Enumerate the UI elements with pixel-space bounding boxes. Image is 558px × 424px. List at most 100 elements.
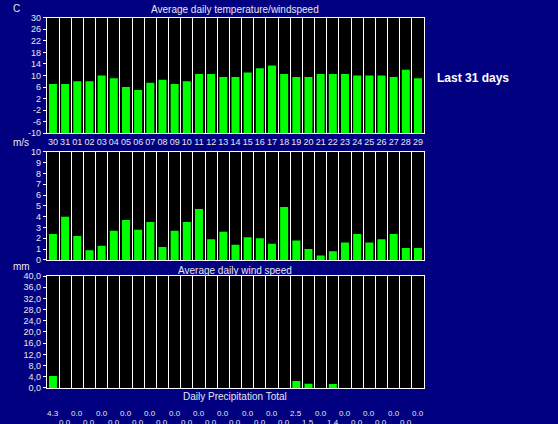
svg-text:26: 26 xyxy=(376,137,386,147)
svg-text:0.0: 0.0 xyxy=(169,409,181,418)
svg-text:8: 8 xyxy=(36,169,41,179)
svg-text:0.0: 0.0 xyxy=(205,418,217,424)
svg-text:20,0: 20,0 xyxy=(24,327,42,337)
svg-text:0.0: 0.0 xyxy=(83,418,95,424)
svg-text:5: 5 xyxy=(36,201,41,211)
svg-text:24,0: 24,0 xyxy=(24,316,42,326)
svg-text:05: 05 xyxy=(121,137,131,147)
svg-text:2: 2 xyxy=(36,94,41,104)
svg-text:0.0: 0.0 xyxy=(120,409,132,418)
svg-text:C: C xyxy=(13,3,20,14)
svg-text:6: 6 xyxy=(36,190,41,200)
svg-text:04: 04 xyxy=(109,137,119,147)
svg-text:29: 29 xyxy=(413,137,423,147)
svg-text:28: 28 xyxy=(401,137,411,147)
svg-text:0.0: 0.0 xyxy=(315,409,327,418)
svg-text:22: 22 xyxy=(31,36,41,46)
svg-text:Average daily wind speed: Average daily wind speed xyxy=(178,265,292,276)
svg-text:12: 12 xyxy=(206,137,216,147)
svg-text:0,0: 0,0 xyxy=(29,383,42,393)
svg-text:0: 0 xyxy=(36,255,41,265)
svg-text:0.0: 0.0 xyxy=(375,418,387,424)
svg-text:10: 10 xyxy=(31,71,41,81)
svg-text:0.0: 0.0 xyxy=(339,409,351,418)
svg-text:0.0: 0.0 xyxy=(254,418,266,424)
svg-text:02: 02 xyxy=(84,137,94,147)
svg-text:m/s: m/s xyxy=(13,137,29,148)
svg-text:0.0: 0.0 xyxy=(144,409,156,418)
svg-text:0.0: 0.0 xyxy=(193,409,205,418)
svg-text:4: 4 xyxy=(36,212,41,222)
svg-text:0.0: 0.0 xyxy=(363,409,375,418)
svg-text:24: 24 xyxy=(352,137,362,147)
svg-text:Last 31 days: Last 31 days xyxy=(437,71,509,85)
svg-text:7: 7 xyxy=(36,179,41,189)
svg-text:1.5: 1.5 xyxy=(302,418,314,424)
svg-text:18: 18 xyxy=(279,137,289,147)
svg-text:28,0: 28,0 xyxy=(24,305,42,315)
svg-text:1: 1 xyxy=(36,244,41,254)
svg-text:0.0: 0.0 xyxy=(412,409,424,418)
svg-text:08: 08 xyxy=(157,137,167,147)
svg-text:25: 25 xyxy=(364,137,374,147)
svg-text:09: 09 xyxy=(170,137,180,147)
svg-text:36,0: 36,0 xyxy=(24,282,42,292)
svg-text:11: 11 xyxy=(194,137,203,147)
svg-text:21: 21 xyxy=(316,137,326,147)
svg-text:4,0: 4,0 xyxy=(29,372,42,382)
svg-text:0.0: 0.0 xyxy=(108,418,120,424)
svg-text:22: 22 xyxy=(328,137,338,147)
svg-text:07: 07 xyxy=(145,137,155,147)
svg-text:17: 17 xyxy=(267,137,277,147)
svg-text:0.0: 0.0 xyxy=(156,418,168,424)
svg-text:6: 6 xyxy=(36,82,41,92)
svg-text:30: 30 xyxy=(48,137,58,147)
svg-text:14: 14 xyxy=(230,137,240,147)
svg-text:40,0: 40,0 xyxy=(24,271,42,281)
svg-text:2: 2 xyxy=(36,233,41,243)
svg-text:30: 30 xyxy=(31,13,41,23)
svg-text:18: 18 xyxy=(31,48,41,58)
svg-text:15: 15 xyxy=(243,137,253,147)
svg-text:-6: -6 xyxy=(33,117,41,127)
svg-text:14: 14 xyxy=(31,59,41,69)
svg-text:-10: -10 xyxy=(28,128,41,138)
svg-text:13: 13 xyxy=(218,137,228,147)
svg-text:23: 23 xyxy=(340,137,350,147)
svg-text:3: 3 xyxy=(36,223,41,233)
svg-text:Daily Precipitation Total: Daily Precipitation Total xyxy=(183,391,287,402)
svg-text:06: 06 xyxy=(133,137,143,147)
svg-text:Average daily temperature/wind: Average daily temperature/windspeed xyxy=(151,4,319,15)
svg-text:1.4: 1.4 xyxy=(327,418,339,424)
svg-text:0.0: 0.0 xyxy=(181,418,193,424)
svg-text:01: 01 xyxy=(72,137,82,147)
svg-text:9: 9 xyxy=(36,158,41,168)
svg-text:32,0: 32,0 xyxy=(24,294,42,304)
svg-text:0.0: 0.0 xyxy=(242,409,254,418)
svg-text:2.5: 2.5 xyxy=(290,409,302,418)
svg-text:20: 20 xyxy=(303,137,313,147)
svg-text:0.0: 0.0 xyxy=(278,418,290,424)
svg-text:0.0: 0.0 xyxy=(217,409,229,418)
svg-text:0.0: 0.0 xyxy=(96,409,108,418)
svg-text:10: 10 xyxy=(182,137,192,147)
svg-text:8,0: 8,0 xyxy=(29,361,42,371)
svg-text:0.0: 0.0 xyxy=(132,418,144,424)
svg-text:0.0: 0.0 xyxy=(351,418,363,424)
svg-text:0.0: 0.0 xyxy=(59,418,71,424)
svg-text:19: 19 xyxy=(291,137,301,147)
svg-text:-2: -2 xyxy=(33,105,41,115)
svg-text:12,0: 12,0 xyxy=(24,350,42,360)
svg-text:03: 03 xyxy=(97,137,107,147)
svg-text:31: 31 xyxy=(60,137,70,147)
svg-text:16,0: 16,0 xyxy=(24,338,42,348)
svg-text:16: 16 xyxy=(255,137,265,147)
svg-text:mm: mm xyxy=(13,261,30,272)
svg-text:0.0: 0.0 xyxy=(400,418,412,424)
svg-text:0.0: 0.0 xyxy=(266,409,278,418)
svg-text:0.0: 0.0 xyxy=(71,409,83,418)
svg-text:4.3: 4.3 xyxy=(47,409,59,418)
svg-text:27: 27 xyxy=(389,137,399,147)
svg-text:10: 10 xyxy=(31,147,41,157)
svg-text:0.0: 0.0 xyxy=(229,418,241,424)
